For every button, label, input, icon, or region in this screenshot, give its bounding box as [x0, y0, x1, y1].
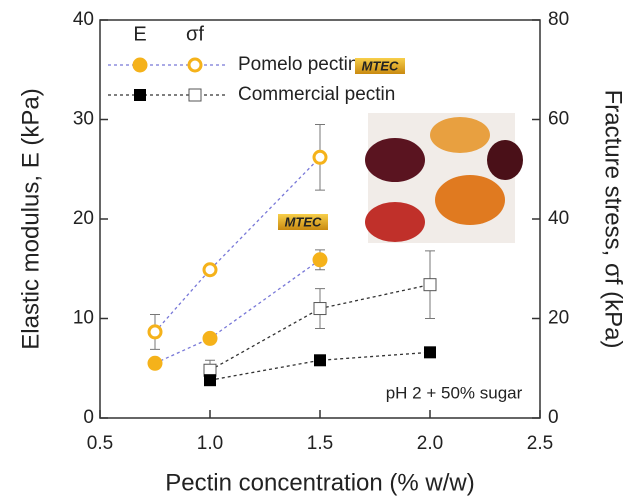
- data-point: [204, 374, 216, 387]
- data-point: [423, 278, 437, 292]
- data-point: [424, 346, 436, 359]
- data-point: [147, 355, 163, 371]
- x-tick-label: 2.5: [527, 433, 553, 454]
- data-point: [312, 252, 328, 268]
- legend-column: E: [133, 23, 146, 45]
- y2-tick-label: 20: [548, 308, 569, 329]
- y2-tick-label: 0: [548, 407, 559, 428]
- legend-label: Commercial pectin: [238, 84, 395, 105]
- photo: [365, 113, 523, 243]
- series-line: [154, 156, 321, 333]
- y-tick-label: 0: [83, 407, 94, 428]
- x-tick-label: 2.0: [417, 433, 443, 454]
- data-point: [313, 302, 327, 316]
- logo-text: MTEC: [362, 58, 399, 73]
- x-tick-label: 1.5: [307, 433, 333, 454]
- data-point: [147, 324, 163, 340]
- y-tick-label: 20: [73, 208, 94, 229]
- x-axis-label: Pectin concentration (% w/w): [165, 469, 474, 496]
- x-tick-label: 1.0: [197, 433, 223, 454]
- y-tick-label: 40: [73, 9, 94, 30]
- data-point: [314, 354, 326, 367]
- annotation: pH 2 + 50% sugar: [386, 383, 523, 402]
- logo-badge: [278, 214, 328, 230]
- x-tick-label: 0.5: [87, 433, 113, 454]
- y2-tick-label: 60: [548, 109, 569, 130]
- y2-axis-label: Fracture stress, σf (kPa): [600, 90, 627, 349]
- y2-tick-label: 40: [548, 208, 569, 229]
- legend-marker: [134, 89, 146, 101]
- legend-column: σf: [186, 23, 204, 45]
- legend-label: Pomelo pectin: [238, 54, 358, 75]
- legend-marker: [188, 88, 202, 102]
- data-point: [202, 330, 218, 346]
- logo-badge: [355, 58, 405, 74]
- y2-tick-label: 80: [548, 9, 569, 30]
- series-line: [154, 259, 321, 364]
- logo-text: MTEC: [285, 214, 322, 229]
- legend-marker: [132, 57, 148, 73]
- data-point: [202, 262, 218, 278]
- legend-marker: [187, 57, 203, 73]
- y-tick-label: 10: [73, 308, 94, 329]
- series-line: [209, 351, 431, 381]
- y-tick-label: 30: [73, 109, 94, 130]
- y-axis-label: Elastic modulus, E (kPa): [17, 88, 44, 349]
- data-point: [312, 149, 328, 165]
